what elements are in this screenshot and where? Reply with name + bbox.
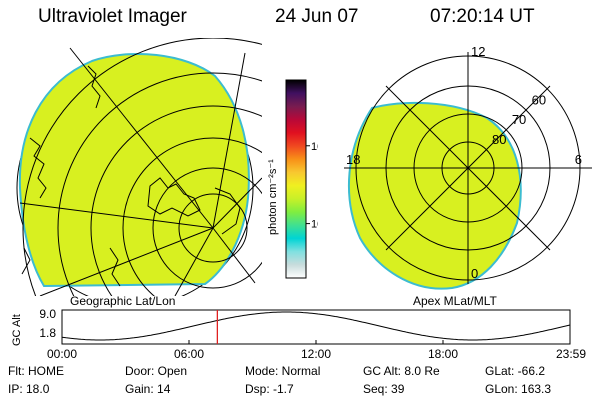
mlat-label: 70 — [512, 112, 526, 127]
altitude-xtick-label: 23:59 — [556, 347, 586, 361]
info-glat: GLat: -66.2 — [485, 364, 546, 378]
info-mode: Mode: Normal — [245, 364, 321, 378]
coastlines — [21, 65, 241, 287]
header-date: 24 Jun 07 — [275, 6, 359, 27]
geographic-map[interactable] — [0, 38, 262, 296]
aurora-image-region — [347, 101, 522, 290]
info-door: Door: Open — [125, 364, 188, 378]
header-time: 07:20:14 UT — [430, 6, 535, 27]
altitude-ytick-bottom: 1.8 — [39, 326, 56, 340]
mlt-hour-label: 18 — [346, 152, 360, 167]
mlt-hour-label: 12 — [471, 44, 485, 59]
meridian-grid — [19, 47, 262, 296]
info-flight: Flt: HOME — [8, 364, 64, 378]
colorbar-unit-label: photon cm⁻²s⁻¹ — [267, 159, 279, 235]
page-title: Ultraviolet Imager — [38, 6, 187, 27]
info-glon: GLon: 163.3 — [485, 382, 552, 396]
mlat-label: 80 — [492, 132, 506, 147]
colorbar: 100 10 photon cm⁻²s⁻¹ — [267, 79, 318, 279]
info-ip: IP: 18.0 — [8, 382, 50, 396]
geographic-panel-label: Geographic Lat/Lon — [70, 294, 176, 308]
altitude-plot[interactable]: GC Alt 9.0 1.8 00:00 06:00 12:00 18:00 23:59 — [0, 300, 600, 362]
mlat-label: 60 — [532, 92, 546, 107]
mlt-hour-label: 0 — [471, 266, 478, 281]
latitude-grid — [22, 38, 262, 296]
apex-panel-label: Apex MLat/MLT — [413, 294, 497, 308]
info-dsp: Dsp: -1.7 — [245, 382, 294, 396]
altitude-xtick-label: 18:00 — [428, 347, 458, 361]
altitude-ytick-top: 9.0 — [39, 307, 56, 321]
colorbar-tick-label: 10 — [311, 219, 318, 231]
info-gc-alt: GC Alt: 8.0 Re — [363, 364, 440, 378]
colorbar-gradient — [285, 79, 307, 279]
altitude-xtick-label: 12:00 — [301, 347, 331, 361]
aurora-image-region — [18, 53, 250, 288]
altitude-curve — [61, 311, 571, 341]
info-seq: Seq: 39 — [363, 382, 405, 396]
altitude-ylabel: GC Alt — [11, 314, 23, 346]
altitude-xtick-label: 00:00 — [47, 347, 77, 361]
altitude-xtick-label: 06:00 — [174, 347, 204, 361]
mlt-hour-label: 6 — [575, 152, 582, 167]
colorbar-tick-label: 100 — [311, 141, 318, 153]
info-gain: Gain: 14 — [125, 382, 171, 396]
polar-grid — [344, 52, 592, 284]
